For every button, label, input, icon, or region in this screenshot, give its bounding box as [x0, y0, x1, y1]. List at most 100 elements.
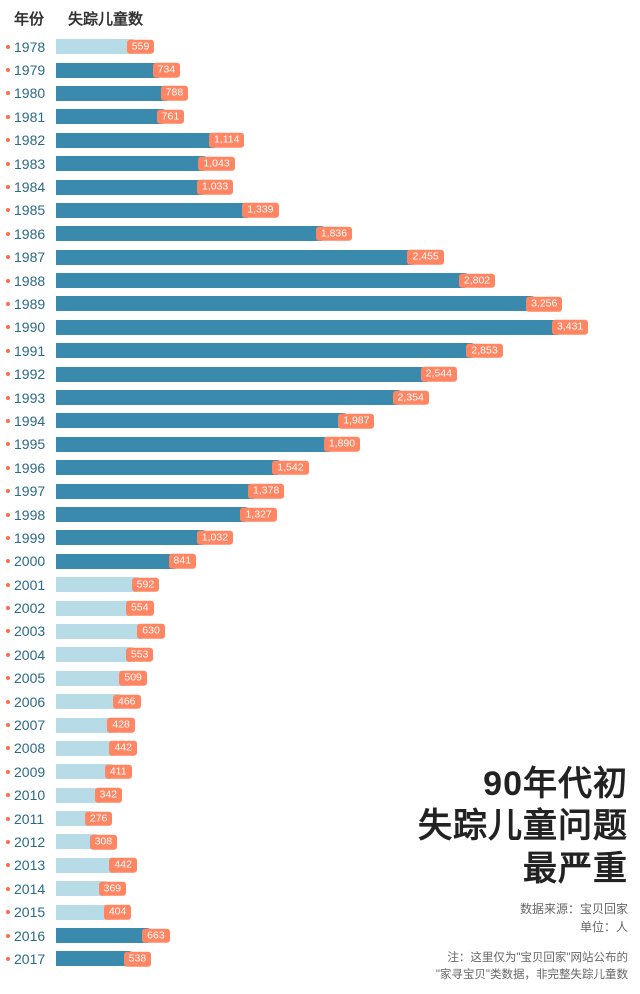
- chart-row: 2004553: [6, 643, 640, 666]
- row-dot-icon: [6, 91, 10, 95]
- row-dot-icon: [6, 396, 10, 400]
- row-value-badge: 3,256: [526, 297, 562, 312]
- row-value-badge: 538: [124, 952, 152, 967]
- row-year: 2011: [14, 811, 56, 827]
- row-dot-icon: [6, 910, 10, 914]
- row-dot-icon: [6, 232, 10, 236]
- row-bar: [56, 624, 149, 639]
- row-year: 2006: [14, 694, 56, 710]
- row-dot-icon: [6, 653, 10, 657]
- row-bar-wrap: 1,114: [56, 129, 640, 152]
- row-year: 1981: [14, 109, 56, 125]
- row-year: 1995: [14, 436, 56, 452]
- row-dot-icon: [6, 513, 10, 517]
- row-bar: [56, 484, 260, 499]
- row-bar: [56, 180, 209, 195]
- header-count-label: 失踪儿童数: [68, 8, 143, 29]
- row-bar-wrap: 630: [56, 620, 640, 643]
- row-value-badge: 442: [109, 741, 137, 756]
- footnote: 注：这里仅为"宝贝回家"网站公布的 "家寻宝贝"类数据，非完整失踪儿童数: [436, 950, 628, 985]
- row-year: 2002: [14, 600, 56, 616]
- row-year: 1994: [14, 413, 56, 429]
- row-year: 1996: [14, 460, 56, 476]
- row-value-badge: 2,853: [466, 343, 502, 358]
- row-value-badge: 2,354: [393, 390, 429, 405]
- row-year: 1999: [14, 530, 56, 546]
- row-year: 2013: [14, 857, 56, 873]
- row-value-badge: 466: [113, 694, 141, 709]
- row-bar-wrap: 2,802: [56, 269, 640, 292]
- row-year: 2004: [14, 647, 56, 663]
- chart-row: 1981761: [6, 105, 640, 128]
- row-bar-wrap: 428: [56, 713, 640, 736]
- row-bar: [56, 320, 564, 335]
- chart-row: 1991 2,853: [6, 339, 640, 362]
- row-bar-wrap: 466: [56, 690, 640, 713]
- row-dot-icon: [6, 629, 10, 633]
- row-value-badge: 554: [126, 601, 154, 616]
- row-bar-wrap: 3,256: [56, 292, 640, 315]
- row-dot-icon: [6, 559, 10, 563]
- row-year: 1991: [14, 343, 56, 359]
- row-dot-icon: [6, 723, 10, 727]
- row-bar-wrap: 509: [56, 667, 640, 690]
- chart-header: 年份 失踪儿童数: [0, 0, 640, 35]
- row-value-badge: 2,802: [459, 273, 495, 288]
- row-bar: [56, 530, 209, 545]
- row-dot-icon: [6, 279, 10, 283]
- callout-line3: 最严重: [418, 848, 628, 891]
- row-bar: [56, 577, 144, 592]
- row-year: 1998: [14, 507, 56, 523]
- row-bar-wrap: 1,043: [56, 152, 640, 175]
- row-year: 1978: [14, 39, 56, 55]
- row-value-badge: 1,378: [248, 484, 284, 499]
- row-value-badge: 2,544: [421, 367, 457, 382]
- row-year: 2010: [14, 787, 56, 803]
- row-dot-icon: [6, 115, 10, 119]
- row-bar-wrap: 1,378: [56, 479, 640, 502]
- row-dot-icon: [6, 255, 10, 259]
- row-bar-wrap: 1,890: [56, 433, 640, 456]
- row-dot-icon: [6, 208, 10, 212]
- row-value-badge: 342: [95, 788, 123, 803]
- row-dot-icon: [6, 442, 10, 446]
- note-line2: "家寻宝贝"类数据，非完整失踪儿童数: [436, 967, 628, 984]
- callout-line1: 90年代初: [418, 763, 628, 806]
- row-bar-wrap: 1,327: [56, 503, 640, 526]
- row-bar: [56, 296, 538, 311]
- callout-block: 90年代初 失踪儿童问题 最严重 数据来源：宝贝回家 单位：人: [418, 763, 628, 937]
- chart-row: 19951,890: [6, 433, 640, 456]
- chart-row: 1980788: [6, 82, 640, 105]
- row-value-badge: 276: [85, 811, 113, 826]
- row-bar: [56, 133, 221, 148]
- chart-row: 2000841: [6, 550, 640, 573]
- row-bar: [56, 390, 405, 405]
- row-value-badge: 663: [142, 928, 170, 943]
- chart-row: 19922,544: [6, 362, 640, 385]
- row-bar-wrap: 592: [56, 573, 640, 596]
- row-value-badge: 1,032: [197, 531, 233, 546]
- row-year: 1987: [14, 249, 56, 265]
- row-value-badge: 734: [153, 63, 181, 78]
- row-dot-icon: [6, 583, 10, 587]
- row-dot-icon: [6, 863, 10, 867]
- chart-row: 19932,354: [6, 386, 640, 409]
- row-dot-icon: [6, 138, 10, 142]
- row-dot-icon: [6, 817, 10, 821]
- row-dot-icon: [6, 185, 10, 189]
- row-value-badge: 3,431: [552, 320, 588, 335]
- row-bar: [56, 437, 336, 452]
- row-year: 1985: [14, 202, 56, 218]
- row-year: 1989: [14, 296, 56, 312]
- row-year: 2014: [14, 881, 56, 897]
- chart-row: 2002 554: [6, 596, 640, 619]
- row-bar: [56, 343, 478, 358]
- row-bar-wrap: 3,431: [56, 316, 640, 339]
- row-year: 2015: [14, 904, 56, 920]
- unit-label: 单位：人: [418, 918, 628, 936]
- chart-row: 1999 1,032: [6, 526, 640, 549]
- row-bar-wrap: 761: [56, 105, 640, 128]
- row-value-badge: 1,339: [242, 203, 278, 218]
- row-year: 1990: [14, 319, 56, 335]
- chart-row: 19941,987: [6, 409, 640, 432]
